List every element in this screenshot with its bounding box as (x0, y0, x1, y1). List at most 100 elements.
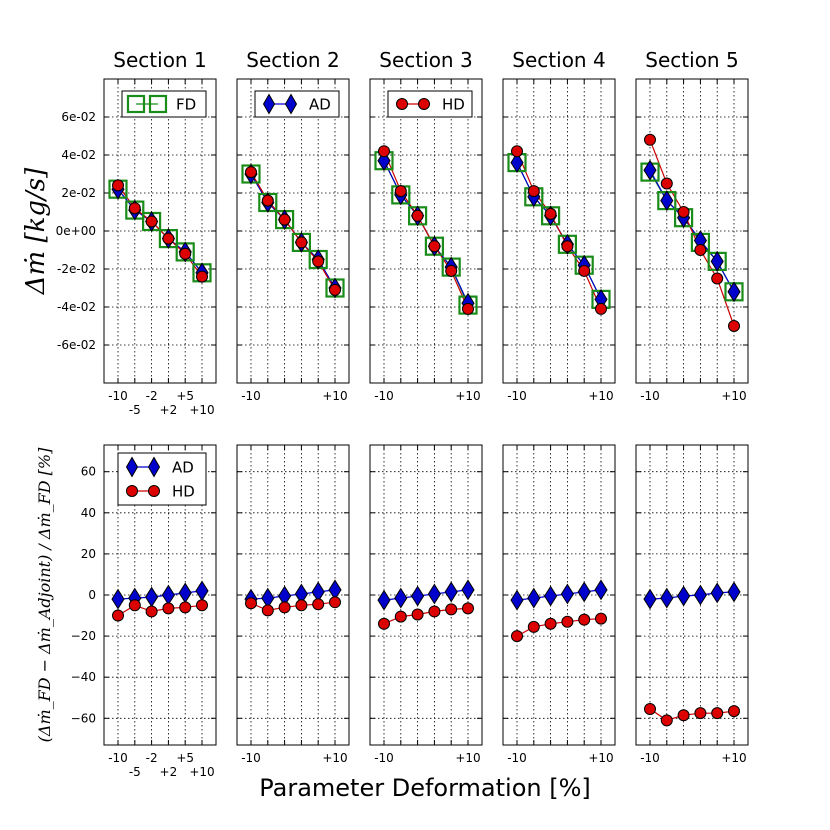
y-tick-label: −40 (71, 670, 96, 684)
hd-marker (561, 240, 574, 253)
hd-marker (378, 145, 390, 158)
x-tick-label: +10 (455, 751, 480, 765)
hd-marker (396, 98, 408, 110)
bottom-panel-5: -10 +10 (635, 444, 749, 765)
hd-marker (511, 630, 523, 643)
hd-marker (179, 247, 192, 260)
hd-marker (578, 613, 591, 626)
hd-marker (694, 244, 707, 256)
ad-marker (262, 93, 276, 115)
ad-marker (544, 585, 558, 607)
ad-marker (147, 456, 161, 478)
panels-layer: Section 1 -6e-02 -4e-02 -2e-02 0e+00 2e-02 4e-… (56, 48, 749, 779)
legend-label: AD (172, 459, 194, 477)
x-tick-label: +2 (160, 403, 178, 417)
ad-marker (125, 456, 139, 478)
x-tick-label: +10 (455, 389, 480, 403)
hd-marker (660, 177, 673, 190)
hd-marker (245, 597, 257, 610)
hd-marker (527, 620, 540, 633)
hd-marker (245, 166, 257, 179)
ad-marker (677, 585, 691, 607)
panel-title: Section 1 (113, 48, 206, 72)
x-tick-label: +2 (160, 765, 178, 779)
x-tick-label: -10 (507, 751, 527, 765)
hd-marker (527, 185, 540, 198)
bottom-panel-2: -10 +10 (236, 444, 350, 765)
hd-marker (126, 485, 138, 497)
hd-marker (394, 185, 407, 198)
legend-label: HD (442, 96, 465, 114)
hd-marker (278, 601, 291, 614)
fd-marker (148, 94, 168, 114)
x-tick-label: -5 (129, 403, 141, 417)
panel-title: Section 4 (512, 48, 605, 72)
panel-title: Section 2 (246, 48, 339, 72)
ad-marker (411, 585, 425, 607)
ad-marker (394, 587, 408, 609)
series-line-hd (649, 139, 735, 327)
hd-marker (462, 602, 474, 615)
legend: AD HD (117, 452, 207, 506)
ad-marker (377, 589, 391, 611)
ad-marker (710, 250, 724, 272)
ad-marker (527, 587, 541, 609)
top-panel-1: Section 1 -6e-02 -4e-02 -2e-02 0e+00 2e-02 4e-… (56, 48, 217, 417)
ad-marker (643, 588, 657, 610)
top-panel-2: Section 2 -10 +10 AD (236, 48, 350, 403)
legend: FD (121, 90, 207, 118)
ad-marker (444, 581, 458, 603)
x-tick-label: +5 (176, 751, 194, 765)
hd-marker (677, 206, 690, 218)
x-tick-label: +10 (721, 389, 746, 403)
x-tick-label: +5 (176, 389, 194, 403)
y-tick-label: 4e-02 (61, 148, 96, 162)
bottom-panel-3: -10 +10 (369, 444, 483, 765)
hd-marker (145, 605, 158, 618)
hd-marker (411, 209, 424, 222)
hd-marker (544, 617, 557, 630)
hd-marker (394, 610, 407, 623)
ad-marker (510, 152, 524, 174)
hd-marker (644, 133, 656, 146)
hd-marker (112, 609, 124, 622)
ad-marker (560, 583, 574, 605)
hd-marker (196, 599, 208, 612)
ad-marker (594, 579, 608, 601)
x-tick-label: -10 (374, 751, 394, 765)
legend: HD (387, 90, 473, 118)
x-tick-label: -2 (146, 389, 158, 403)
bottom-panel-1: −60 −40 −20 0 20 40 60 -10 -2 +5 -5 +2 +10 AD HD (71, 444, 217, 779)
x-tick-label: +10 (322, 751, 347, 765)
hd-marker (162, 602, 175, 615)
hd-marker (728, 320, 740, 332)
y-tick-label: -6e-02 (57, 338, 96, 352)
y-tick-label: 0 (88, 588, 96, 602)
x-tick-label: -10 (241, 389, 261, 403)
x-tick-label: +10 (588, 389, 613, 403)
y-tick-label: -2e-02 (57, 262, 96, 276)
hd-marker (295, 236, 308, 249)
x-tick-label: +10 (588, 751, 613, 765)
hd-marker (378, 617, 390, 630)
x-tick-label: -10 (640, 389, 660, 403)
hd-marker (261, 194, 274, 207)
y-axis-label-top: Δṁ [kg/s] (21, 167, 51, 295)
ad-marker (111, 588, 125, 610)
hd-marker (162, 232, 175, 245)
series-line-hd (516, 150, 602, 310)
hd-marker (148, 485, 160, 497)
hd-marker (329, 283, 341, 296)
x-axis-label: Parameter Deformation [%] (259, 774, 591, 802)
x-tick-label: -10 (640, 751, 660, 765)
hd-marker (644, 703, 656, 716)
y-tick-label: 2e-02 (61, 186, 96, 200)
x-tick-label: -5 (129, 765, 141, 779)
x-tick-label: -10 (108, 751, 128, 765)
y-tick-label: −20 (71, 629, 96, 643)
y-tick-label: 6e-02 (61, 110, 96, 124)
hd-marker (660, 714, 673, 727)
hd-marker (128, 599, 141, 612)
hd-marker (418, 98, 430, 110)
